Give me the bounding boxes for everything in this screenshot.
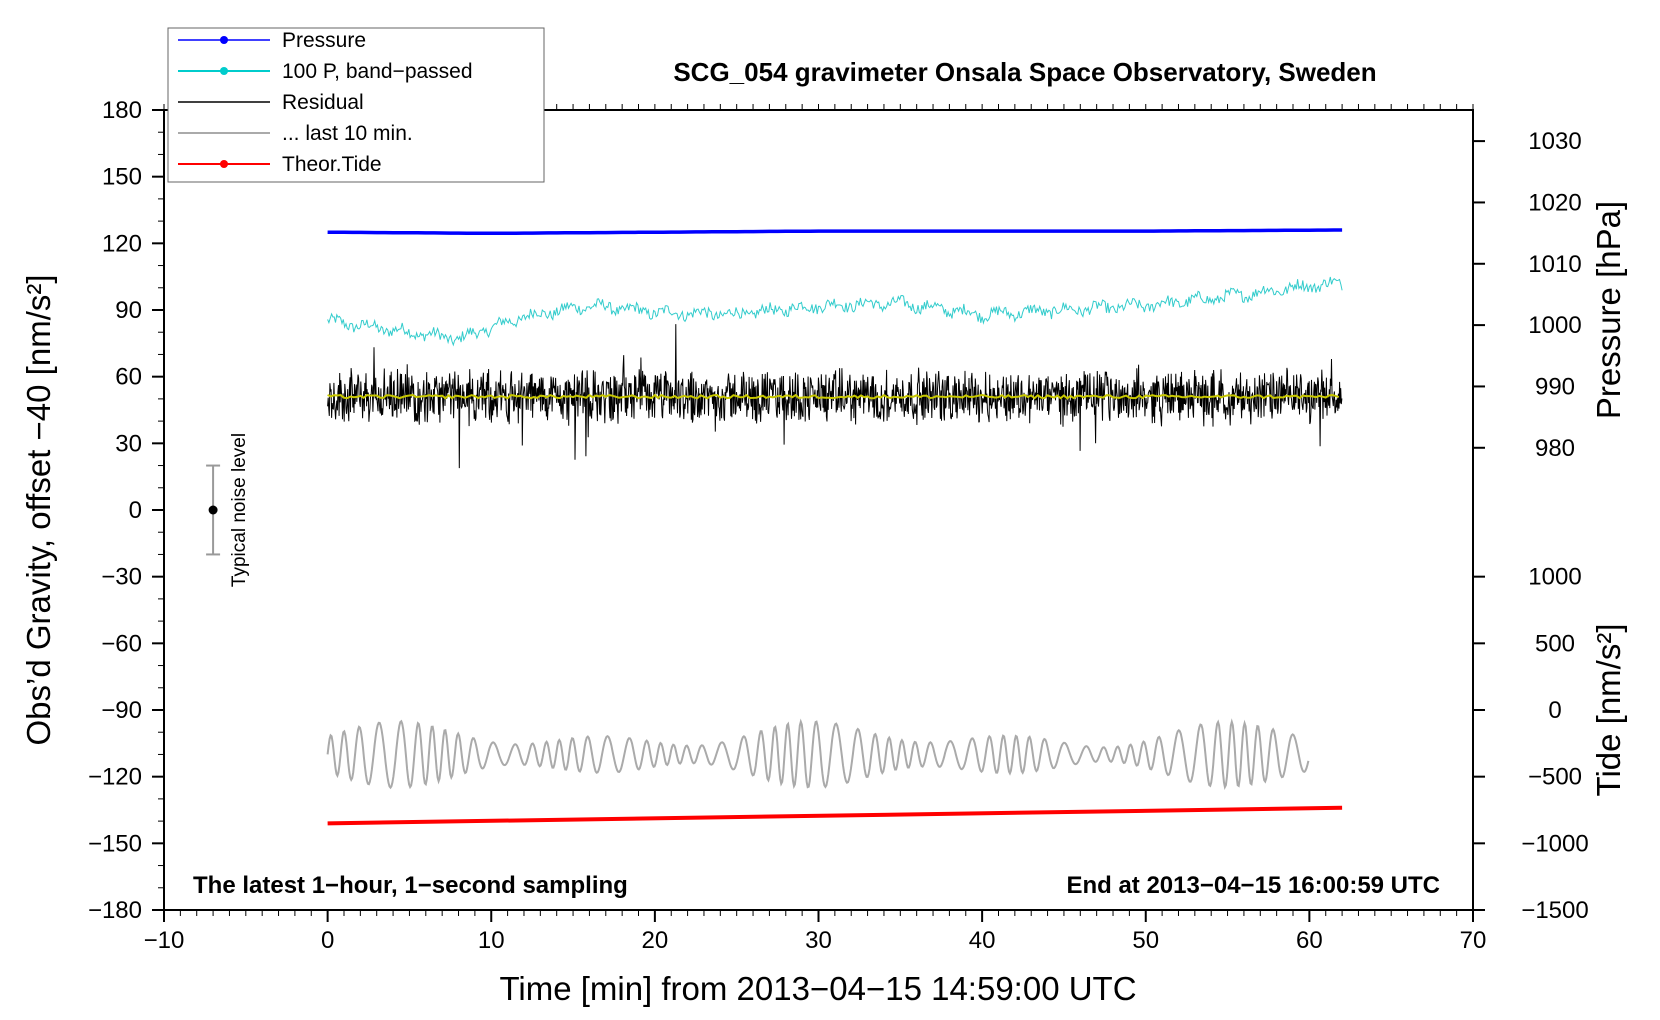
x-axis-title: Time [min] from 2013−04−15 14:59:00 UTC: [499, 970, 1136, 1007]
pressure-axis-tick-label: 1020: [1528, 189, 1581, 216]
series-pressure-line: [327, 228, 1343, 236]
y-tick-label: 30: [115, 430, 142, 457]
y-tick-label: −90: [101, 697, 142, 724]
tide-axis-tick-label: −500: [1528, 764, 1582, 791]
tide-axis-tick-label: 1000: [1528, 564, 1581, 591]
x-tick-label: 60: [1296, 927, 1323, 954]
noise-label: Typical noise level: [229, 433, 250, 587]
y-tick-label: −180: [88, 897, 142, 924]
pressure-axis-tick-label: 990: [1535, 373, 1575, 400]
x-tick-label: 40: [969, 927, 996, 954]
x-tick-label: 70: [1460, 927, 1487, 954]
legend: Pressure 100 P, band−passed Residual ... la…: [167, 27, 545, 183]
y-tick-label: −120: [88, 764, 142, 791]
tide-axis-tick-label: −1500: [1521, 897, 1588, 924]
y-tick-label: 150: [102, 164, 142, 191]
y-tick-label: 90: [115, 297, 142, 324]
legend-label: Theor.Tide: [282, 153, 382, 176]
x-tick-label: 50: [1132, 927, 1159, 954]
x-tick-label: 10: [478, 927, 505, 954]
tide-axis-tick-label: −1000: [1521, 830, 1588, 857]
pressure-axis-tick-label: 1000: [1528, 312, 1581, 339]
tide-axis-tick-label: 0: [1548, 697, 1561, 724]
y-tick-label: −60: [101, 630, 142, 657]
x-tick-label: 0: [321, 927, 334, 954]
noise-marker: Typical noise level: [206, 433, 250, 587]
series-residual-mean-line: [327, 393, 1340, 400]
x-tick-label: 30: [805, 927, 832, 954]
series-last-10-min-line: [326, 718, 1310, 790]
series-theoretical-tide-line: [327, 805, 1343, 826]
series-band-passed-line: [327, 276, 1343, 347]
y-tick-label: 180: [102, 97, 142, 124]
legend-marker: [220, 36, 228, 44]
legend-box: [167, 27, 545, 183]
legend-marker: [220, 160, 228, 168]
noise-center-dot: [208, 505, 218, 515]
series-layer: [326, 228, 1343, 826]
y-axis-title-left: Obs’d Gravity, offset −40 [nm/s²]: [20, 274, 57, 745]
pressure-axis-tick-label: 1010: [1528, 251, 1581, 278]
pressure-axis-tick-label: 1030: [1528, 128, 1581, 155]
x-tick-label: −10: [144, 927, 185, 954]
sampling-note: The latest 1−hour, 1−second sampling: [193, 872, 628, 899]
tide-axis-tick-label: 500: [1535, 630, 1575, 657]
ticks-layer: −10 0 10 20 30 40 50 60 701801501209060300−30−60…: [88, 97, 1589, 954]
y-tick-label: 0: [129, 497, 142, 524]
pressure-axis-tick-label: 980: [1535, 435, 1575, 462]
legend-label: Residual: [282, 91, 364, 114]
legend-marker: [220, 67, 228, 75]
y-tick-label: 120: [102, 230, 142, 257]
y-tick-label: −30: [101, 564, 142, 591]
series-residual-line: [327, 324, 1343, 469]
pressure-axis-title: Pressure [hPa]: [1590, 201, 1627, 419]
chart-title: SCG_054 gravimeter Onsala Space Observat…: [673, 57, 1376, 87]
legend-label: ... last 10 min.: [282, 122, 413, 145]
tide-axis-title: Tide [nm/s²]: [1590, 624, 1627, 797]
y-tick-label: 60: [115, 364, 142, 391]
legend-label: Pressure: [282, 29, 366, 52]
end-time-note: End at 2013−04−15 16:00:59 UTC: [1066, 872, 1440, 899]
legend-label: 100 P, band−passed: [282, 60, 473, 83]
y-tick-label: −150: [88, 830, 142, 857]
x-tick-label: 20: [642, 927, 669, 954]
